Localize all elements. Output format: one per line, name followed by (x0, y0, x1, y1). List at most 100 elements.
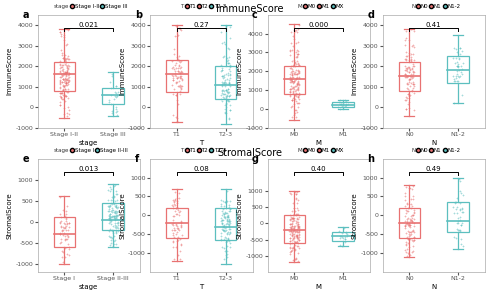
Point (220, 199, 228, 203)
Point (286, 218, 294, 223)
Point (458, 93, 466, 97)
Point (408, 54, 416, 59)
Point (112, 183, 120, 188)
Point (104, 214, 112, 219)
Point (56, 215, 64, 219)
Point (62, 77, 70, 81)
Point (294, 201, 302, 206)
Point (62, 81, 70, 86)
Point (403, 217, 411, 221)
Point (294, 235, 302, 240)
Point (455, 67, 463, 72)
Point (224, 215, 232, 219)
Point (105, 228, 113, 233)
Point (292, 232, 300, 237)
Point (217, 234, 225, 239)
Point (405, 93, 413, 98)
Point (292, 115, 300, 120)
Point (58, 71, 66, 76)
Y-axis label: StromalScore: StromalScore (120, 192, 126, 239)
Point (58, 227, 66, 232)
Point (404, 216, 412, 220)
Point (173, 75, 181, 80)
Point (292, 98, 300, 103)
Point (56, 103, 64, 108)
Point (62, 221, 70, 225)
Point (293, 234, 301, 239)
Point (406, 218, 414, 222)
Point (113, 198, 121, 203)
Point (106, 216, 114, 220)
Point (110, 217, 118, 222)
Point (107, 218, 115, 223)
Point (176, 91, 184, 96)
Point (106, 218, 114, 223)
Point (110, 213, 118, 218)
Point (64, 247, 72, 251)
Point (401, 43, 409, 47)
Point (65, 72, 73, 77)
Point (177, 86, 185, 91)
Point (458, 61, 466, 66)
Point (56, 85, 64, 89)
Point (292, 213, 300, 218)
Point (224, 231, 232, 236)
Point (226, 226, 234, 231)
Point (224, 87, 232, 91)
Point (60, 35, 68, 40)
Point (224, 213, 232, 218)
Point (168, 213, 176, 218)
Point (106, 215, 114, 220)
Point (287, 226, 295, 231)
Bar (102, 88, 124, 104)
Point (64, 89, 72, 94)
Point (220, 228, 228, 233)
Point (57, 236, 65, 241)
Point (174, 115, 182, 120)
Point (292, 76, 300, 81)
Point (108, 235, 116, 240)
Point (291, 229, 299, 234)
Point (168, 82, 176, 87)
Point (60, 61, 68, 66)
Point (222, 218, 230, 222)
Point (289, 229, 297, 234)
Point (288, 221, 296, 226)
Point (226, 78, 234, 82)
Point (408, 87, 416, 92)
Point (173, 75, 181, 80)
Point (226, 24, 234, 29)
Point (172, 201, 180, 206)
Point (292, 97, 300, 101)
Point (225, 224, 233, 229)
Point (114, 109, 122, 113)
Point (61, 77, 69, 81)
Point (404, 70, 412, 75)
Point (458, 206, 466, 210)
Point (454, 228, 462, 233)
Point (404, 245, 412, 250)
Point (220, 229, 228, 233)
Text: c: c (252, 10, 258, 20)
Point (56, 32, 64, 36)
Point (290, 72, 298, 77)
Point (62, 72, 70, 76)
Point (286, 222, 294, 227)
Point (177, 85, 185, 90)
Point (294, 101, 302, 106)
Point (65, 72, 73, 76)
Point (409, 194, 417, 199)
Point (456, 74, 464, 78)
Point (290, 237, 298, 241)
Point (64, 96, 72, 101)
Point (408, 215, 416, 220)
Point (56, 231, 64, 235)
Point (409, 64, 417, 69)
Point (220, 222, 228, 227)
Point (293, 101, 301, 105)
Point (407, 201, 415, 206)
Point (170, 190, 178, 194)
Point (57, 94, 65, 99)
Point (290, 232, 298, 237)
Point (62, 56, 70, 61)
